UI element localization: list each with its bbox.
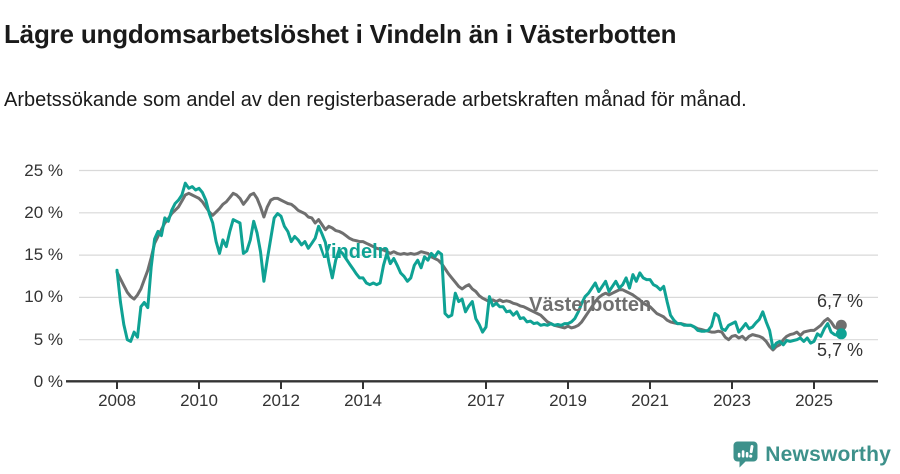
newsworthy-bubble-icon: [733, 441, 758, 468]
newsworthy-logo: Newsworthy: [733, 441, 891, 468]
chart-subtitle: Arbetssökande som andel av den registerb…: [4, 89, 747, 111]
page-title: Lägre ungdomsarbetslöshet i Vindeln än i…: [4, 19, 677, 50]
newsworthy-wordmark: Newsworthy: [765, 442, 891, 466]
